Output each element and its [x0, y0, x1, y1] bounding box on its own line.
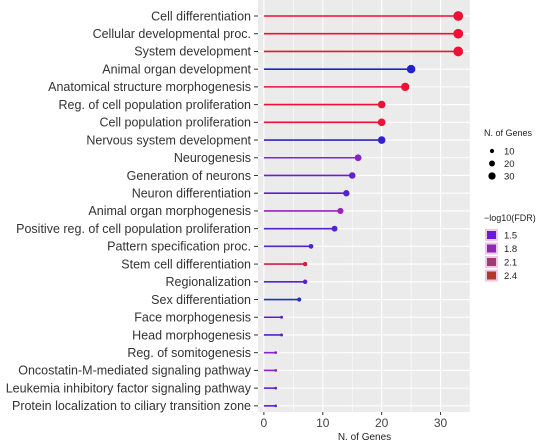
category-label: Pattern specification proc. — [107, 240, 251, 254]
lollipop-dot — [453, 28, 464, 39]
color-legend-swatch — [487, 258, 496, 266]
category-label: Neuron differentiation — [132, 187, 251, 201]
y-ticks — [254, 15, 258, 407]
category-label: Anatomical structure morphogenesis — [48, 80, 251, 94]
category-label: Cell population proliferation — [100, 116, 252, 130]
category-label: Face morphogenesis — [134, 311, 251, 325]
category-label: Animal organ development — [102, 62, 251, 76]
lollipop-dot — [401, 82, 410, 92]
x-ticks: 0 10 20 30 — [261, 412, 448, 430]
lollipop-dot — [337, 207, 344, 214]
lollipop-dot — [406, 64, 416, 74]
category-label: System development — [134, 45, 251, 59]
lollipop-dots — [274, 11, 464, 408]
color-legend-swatch — [487, 244, 496, 253]
lollipop-dot — [331, 225, 338, 232]
size-legend-dot — [488, 172, 496, 180]
size-legend-dot — [489, 148, 495, 154]
category-label: Generation of neurons — [127, 169, 251, 183]
size-legend-label: 10 — [504, 146, 515, 157]
lollipop-dot — [274, 386, 278, 390]
color-legend-swatch — [487, 271, 496, 280]
category-label: Cell differentiation — [151, 9, 251, 23]
category-labels: Cell differentiation Cellular development… — [6, 9, 252, 413]
color-legend-label: 1.5 — [504, 231, 517, 242]
category-label: Cellular developmental proc. — [93, 27, 251, 41]
lollipop-dot — [302, 261, 308, 267]
size-legend-label: 30 — [504, 171, 515, 182]
size-legend-label: 20 — [504, 159, 515, 170]
category-label: Nervous system development — [86, 133, 251, 147]
lollipop-dot — [302, 279, 308, 285]
size-legend-dot — [489, 160, 495, 167]
color-legend-title: −log10(FDR) — [484, 213, 536, 223]
color-legend-swatch — [487, 231, 496, 239]
lollipop-dot — [280, 333, 284, 337]
lollipop-dot — [297, 297, 302, 302]
category-label: Positive reg. of cell population prolife… — [16, 222, 251, 236]
x-tick-label: 20 — [375, 416, 389, 430]
lollipop-dot — [377, 118, 386, 127]
x-tick-label: 30 — [434, 416, 448, 430]
lollipop-dot — [280, 315, 284, 319]
category-label: Animal organ morphogenesis — [88, 204, 251, 218]
category-label: Reg. of somitogenesis — [127, 346, 251, 360]
category-label: Oncostatin-M-mediated signaling pathway — [18, 364, 252, 378]
lollipop-dot — [453, 46, 464, 57]
x-axis-title: N. of Genes — [338, 432, 391, 443]
color-legend-label: 1.8 — [504, 244, 517, 255]
category-label: Stem cell differentiation — [121, 257, 251, 271]
lollipop-dot — [354, 154, 362, 162]
lollipop-dot — [453, 11, 464, 21]
category-label: Leukemia inhibitory factor signaling pat… — [6, 381, 252, 395]
category-label: Neurogenesis — [174, 151, 251, 165]
color-legend-label: 2.4 — [504, 271, 517, 282]
lollipop-dot — [377, 100, 386, 109]
x-tick-label: 0 — [261, 416, 268, 430]
category-label: Regionalization — [166, 275, 252, 289]
lollipop-dot — [274, 369, 278, 372]
lollipop-dot — [348, 172, 356, 179]
category-label: Reg. of cell population proliferation — [59, 98, 252, 112]
lollipop-dot — [377, 136, 386, 144]
x-tick-label: 10 — [316, 416, 330, 430]
lollipop-dot — [308, 243, 314, 249]
lollipop-stems — [263, 15, 459, 407]
lollipop-dot — [343, 190, 350, 197]
color-legend: −log10(FDR) 1.5 1.8 2.1 2.4 — [484, 213, 536, 282]
size-legend-title: N. of Genes — [484, 128, 533, 138]
category-label: Head morphogenesis — [132, 328, 251, 342]
color-legend-label: 2.1 — [504, 258, 517, 269]
lollipop-dot — [274, 404, 278, 408]
category-label: Protein localization to ciliary transiti… — [12, 399, 251, 413]
lollipop-dot — [274, 351, 278, 355]
category-label: Sex differentiation — [151, 293, 251, 307]
plot-panel — [258, 0, 470, 412]
